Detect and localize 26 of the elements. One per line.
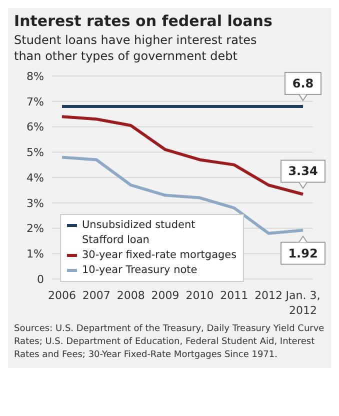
x-tick-label: 2011 — [220, 289, 248, 302]
x-tick-label: Jan. 3, 2012 — [284, 289, 320, 317]
y-tick-label: 6% — [26, 120, 44, 134]
y-tick-label: 8% — [26, 70, 44, 83]
chart-title: Interest rates on federal loans — [13, 11, 274, 30]
y-tick-label: 1% — [26, 248, 44, 261]
x-tick-label: 2009 — [151, 289, 180, 302]
legend-label: 30-year fixed-rate mortgages — [82, 248, 237, 263]
legend-label: Unsubsidized student Stafford loan — [82, 218, 196, 248]
x-tick-label: 2010 — [186, 289, 214, 302]
x-tick-label: 2012 — [254, 289, 283, 302]
x-tick-label: 2008 — [116, 289, 145, 302]
y-tick-label: 7% — [26, 95, 44, 108]
x-tick-label: 2007 — [82, 289, 110, 302]
y-tick-label: 0 — [37, 272, 44, 286]
legend-label: 10-year Treasury note — [82, 263, 198, 278]
y-tick-label: 3% — [26, 196, 44, 210]
y-tick-label: 2% — [26, 222, 44, 236]
data-label: 6.8 — [292, 76, 314, 90]
data-label: 3.34 — [288, 164, 318, 178]
source-note: Sources: U.S. Department of the Treasury, Daily Treasury Yield Curve Rates; U.S. Department of Education, Federal Student Aid, Interest Rates and Fees; 30-Year Fixed-Rate Mortgages Since 1971. — [13, 323, 326, 362]
x-tick-label: 2006 — [48, 289, 76, 302]
y-tick-label: 4% — [26, 171, 44, 184]
data-label: 1.92 — [288, 246, 318, 260]
chart-subtitle: Student loans have higher interest rates than other types of government debt — [13, 32, 258, 64]
y-tick-label: 5% — [26, 146, 44, 160]
